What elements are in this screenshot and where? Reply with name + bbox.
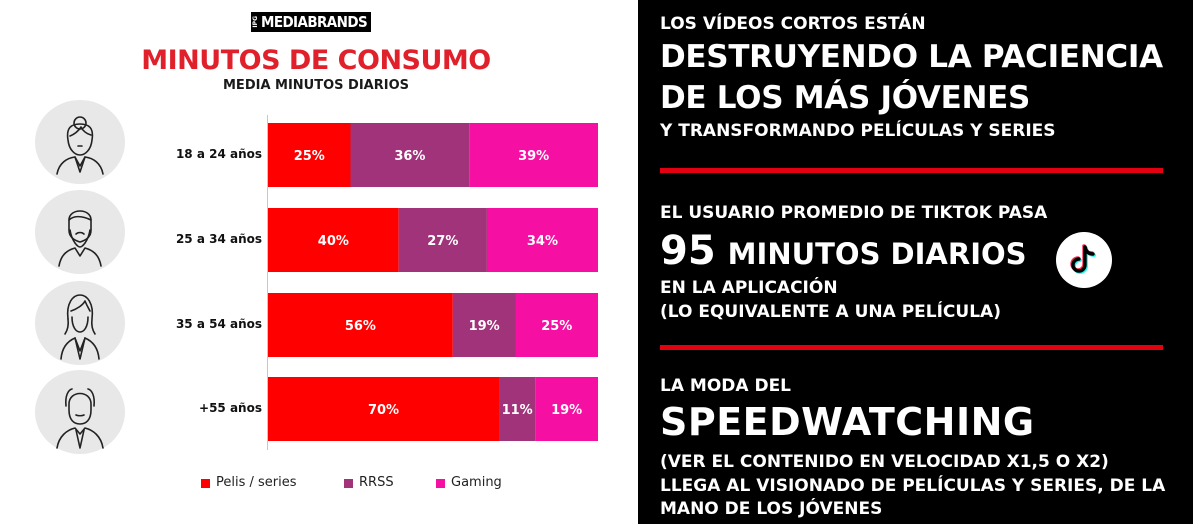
data-label-55-plus-pelis: 70%: [368, 403, 399, 418]
info-panel: LOS VÍDEOS CORTOS ESTÁN DESTRUYENDO LA P…: [638, 0, 1193, 524]
block1-headline-2: DE LOS MÁS JÓVENES: [660, 80, 1031, 116]
bar-18-24-pelis: [268, 123, 351, 187]
data-label-25-34-rrss: 27%: [427, 234, 458, 249]
bar-25-34-gaming: [486, 208, 598, 272]
chart-subtitle: MEDIA MINUTOS DIARIOS: [223, 78, 409, 93]
logo-name: MEDIABRANDS: [261, 13, 368, 31]
bar-35-54-gaming: [515, 293, 598, 357]
block2-big-text: MINUTOS DIARIOS: [727, 237, 1027, 271]
bar-25-34-pelis: [268, 208, 399, 272]
category-label-18-24: 18 a 24 años: [175, 147, 262, 161]
divider-2: [660, 345, 1163, 350]
block3-line5: MANO DE LOS JÓVENES: [660, 499, 883, 519]
legend-swatch-gaming: [436, 478, 445, 488]
data-label-55-plus-rrss: 11%: [502, 403, 533, 418]
legend-label-pelis: Pelis / series: [216, 475, 297, 490]
block3-intro: LA MODA DEL: [660, 376, 792, 396]
data-label-18-24-pelis: 25%: [294, 149, 325, 164]
data-label-55-plus-gaming: 19%: [551, 403, 582, 418]
category-label-55-plus: +55 años: [199, 401, 262, 415]
block2-line4: (LO EQUIVALENTE A UNA PELÍCULA): [660, 302, 1001, 322]
block3-headline: SPEEDWATCHING: [660, 400, 1035, 444]
bar-35-54-rrss: [452, 293, 516, 357]
data-label-35-54-rrss: 19%: [469, 319, 500, 334]
bar-25-34-rrss: [398, 208, 487, 272]
elderly-man-icon: [35, 370, 125, 454]
block3-line4: LLEGA AL VISIONADO DE PELÍCULAS Y SERIES…: [660, 476, 1166, 496]
block2-intro: EL USUARIO PROMEDIO DE TIKTOK PASA: [660, 203, 1048, 223]
data-label-25-34-gaming: 34%: [527, 234, 558, 249]
logo-prefix: IPG: [252, 16, 259, 28]
woman-icon: [35, 281, 125, 365]
legend-item-rrss: RRSS: [344, 474, 394, 492]
bar-35-54-pelis: [268, 293, 453, 357]
bar-55-plus-pelis: [268, 377, 499, 441]
legend-item-pelis-series: Pelis / series: [201, 474, 297, 492]
data-label-18-24-gaming: 39%: [518, 149, 549, 164]
legend-swatch-pelis: [201, 478, 210, 488]
bar-18-24-rrss: [350, 123, 470, 187]
block2-headline: 95 MINUTOS DIARIOS: [660, 228, 1027, 277]
data-label-35-54-gaming: 25%: [541, 319, 572, 334]
bar-55-plus-rrss: [499, 377, 536, 441]
legend-label-rrss: RRSS: [359, 475, 394, 490]
data-label-18-24-rrss: 36%: [394, 149, 425, 164]
young-woman-icon: [35, 100, 125, 184]
block2-line3: EN LA APLICACIÓN: [660, 278, 838, 298]
bearded-man-icon: [35, 190, 125, 274]
mediabrands-logo: IPG MEDIABRANDS: [251, 12, 372, 32]
block2-big-number: 95: [660, 228, 716, 274]
category-label-25-34: 25 a 34 años: [175, 232, 262, 246]
bar-18-24-gaming: [469, 123, 598, 187]
tiktok-icon: [1056, 232, 1112, 288]
block1-intro: LOS VÍDEOS CORTOS ESTÁN: [660, 14, 926, 34]
data-label-35-54-pelis: 56%: [345, 319, 376, 334]
block1-outro: Y TRANSFORMANDO PELÍCULAS Y SERIES: [660, 121, 1056, 141]
legend-item-gaming: Gaming: [436, 474, 502, 492]
category-label-35-54: 35 a 54 años: [175, 317, 262, 331]
chart-panel: IPG MEDIABRANDS MINUTOS DE CONSUMO MEDIA…: [35, 12, 598, 492]
divider-1: [660, 168, 1163, 173]
chart-title: MINUTOS DE CONSUMO: [141, 45, 491, 76]
block3-line3: (VER EL CONTENIDO EN VELOCIDAD X1,5 O X2…: [660, 452, 1109, 472]
bar-55-plus-gaming: [535, 377, 598, 441]
block1-headline-1: DESTRUYENDO LA PACIENCIA: [660, 39, 1163, 75]
legend-label-gaming: Gaming: [451, 475, 502, 490]
legend-swatch-rrss: [344, 478, 353, 488]
data-label-25-34-pelis: 40%: [318, 234, 349, 249]
